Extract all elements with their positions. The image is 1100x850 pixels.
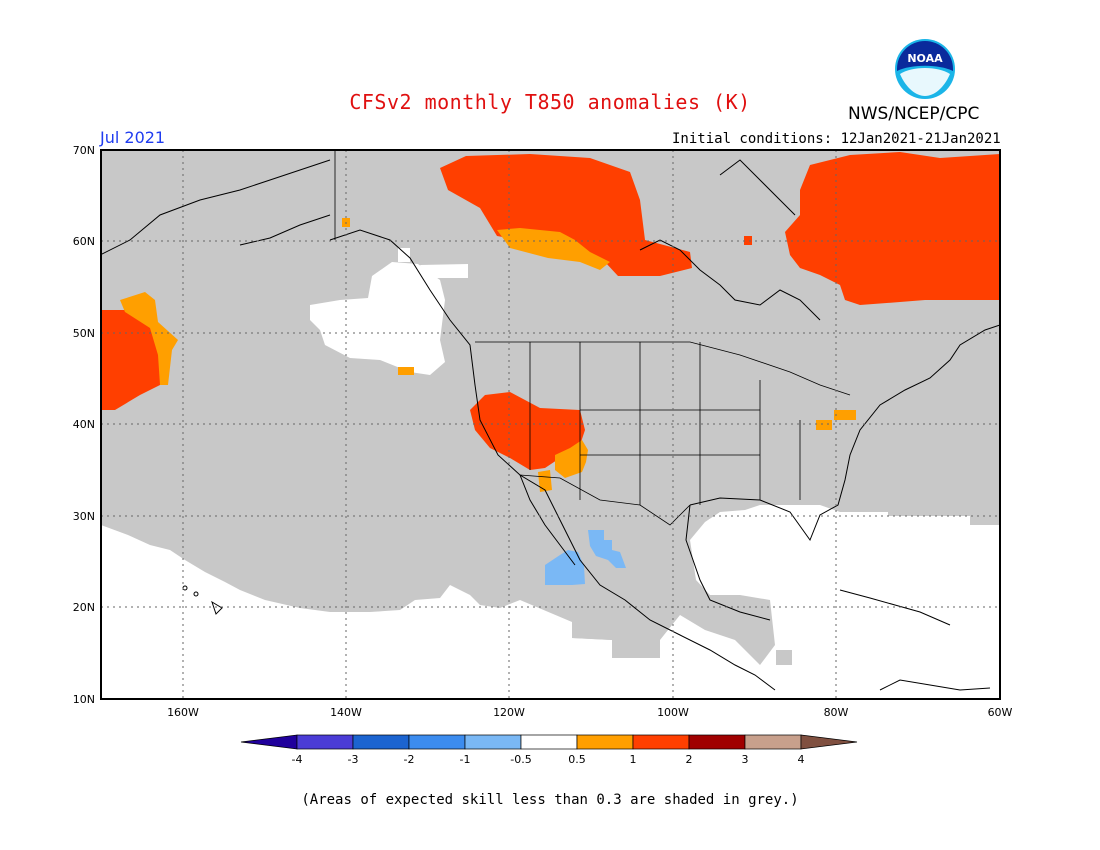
colorbar-swatch (464, 734, 522, 750)
positive-anomaly-area (470, 392, 585, 470)
near-zero-area (310, 262, 445, 375)
lat-label: 70N (73, 144, 95, 157)
colorbar-label: 0.5 (568, 753, 586, 766)
colorbar-label: -2 (404, 753, 415, 766)
positive-anomaly-area (497, 228, 610, 270)
colorbar-swatch (408, 734, 466, 750)
noaa-logo: NOAA (895, 39, 955, 99)
colorbar-label: -0.5 (510, 753, 531, 766)
low-skill-region (572, 620, 660, 658)
lat-label: 30N (73, 510, 95, 523)
political-borders (334, 150, 851, 526)
colorbar-label: 3 (742, 753, 749, 766)
near-zero-area (420, 264, 468, 278)
coastlines (101, 159, 1000, 691)
colorbar-swatch (352, 734, 410, 750)
colorbar-swatch (744, 734, 802, 750)
positive-anomaly-area (440, 154, 692, 276)
colorbar-swatch (520, 734, 578, 750)
positive-anomaly-area (816, 420, 832, 430)
organization-label: NWS/NCEP/CPC (848, 104, 980, 124)
colorbar-swatch (296, 734, 354, 750)
positive-anomaly-area (398, 367, 414, 375)
positive-anomaly-area (785, 152, 1000, 305)
hawaiian-islands (182, 585, 223, 615)
colorbar-swatch (576, 734, 634, 750)
lon-label: 160W (167, 706, 199, 719)
noaa-logo-text: NOAA (907, 52, 943, 65)
colorbar-swatch (688, 734, 746, 750)
colorbar-label: 2 (686, 753, 693, 766)
lat-label: 60N (73, 235, 95, 248)
positive-anomaly-area (120, 292, 178, 385)
lon-label: 140W (330, 706, 362, 719)
positive-anomaly-area (744, 236, 752, 245)
skill-footnote: (Areas of expected skill less than 0.3 a… (301, 792, 799, 808)
lon-label: 60W (988, 706, 1013, 719)
initial-conditions-label: Initial conditions: 12Jan2021-21Jan2021 (672, 131, 1001, 147)
positive-anomaly-area (101, 310, 160, 410)
lat-label: 40N (73, 418, 95, 431)
positive-anomaly-area (538, 470, 552, 492)
colorbar: -4 -3 -2 -1 -0.5 0.5 1 2 3 4 (240, 734, 858, 766)
colorbar-swatch (240, 734, 298, 750)
negative-anomaly-area (545, 550, 585, 585)
lat-label: 20N (73, 601, 95, 614)
graticule (101, 150, 1000, 699)
negative-anomaly-area (588, 530, 626, 568)
lon-label: 120W (493, 706, 525, 719)
colorbar-labels: -4 -3 -2 -1 -0.5 0.5 1 2 3 4 (292, 753, 805, 766)
lat-label: 50N (73, 327, 95, 340)
near-zero-area (692, 510, 812, 595)
map-frame (100, 149, 1001, 700)
colorbar-label: 1 (630, 753, 637, 766)
colorbar-label: 4 (798, 753, 805, 766)
lat-label: 10N (73, 693, 95, 706)
colorbar-swatch (632, 734, 690, 750)
colorbar-swatch (800, 734, 858, 750)
near-zero-area (398, 248, 410, 262)
valid-month-label: Jul 2021 (100, 128, 166, 147)
colorbar-label: -4 (292, 753, 303, 766)
colorbar-label: -3 (348, 753, 359, 766)
colorbar-label: -1 (460, 753, 471, 766)
map-title: CFSv2 monthly T850 anomalies (K) (349, 90, 751, 114)
colorbar-swatches (240, 734, 858, 750)
low-skill-region (776, 650, 792, 665)
lon-label: 100W (657, 706, 689, 719)
lon-label: 80W (824, 706, 849, 719)
positive-anomaly-area (834, 410, 856, 420)
low-skill-region (101, 150, 1000, 665)
